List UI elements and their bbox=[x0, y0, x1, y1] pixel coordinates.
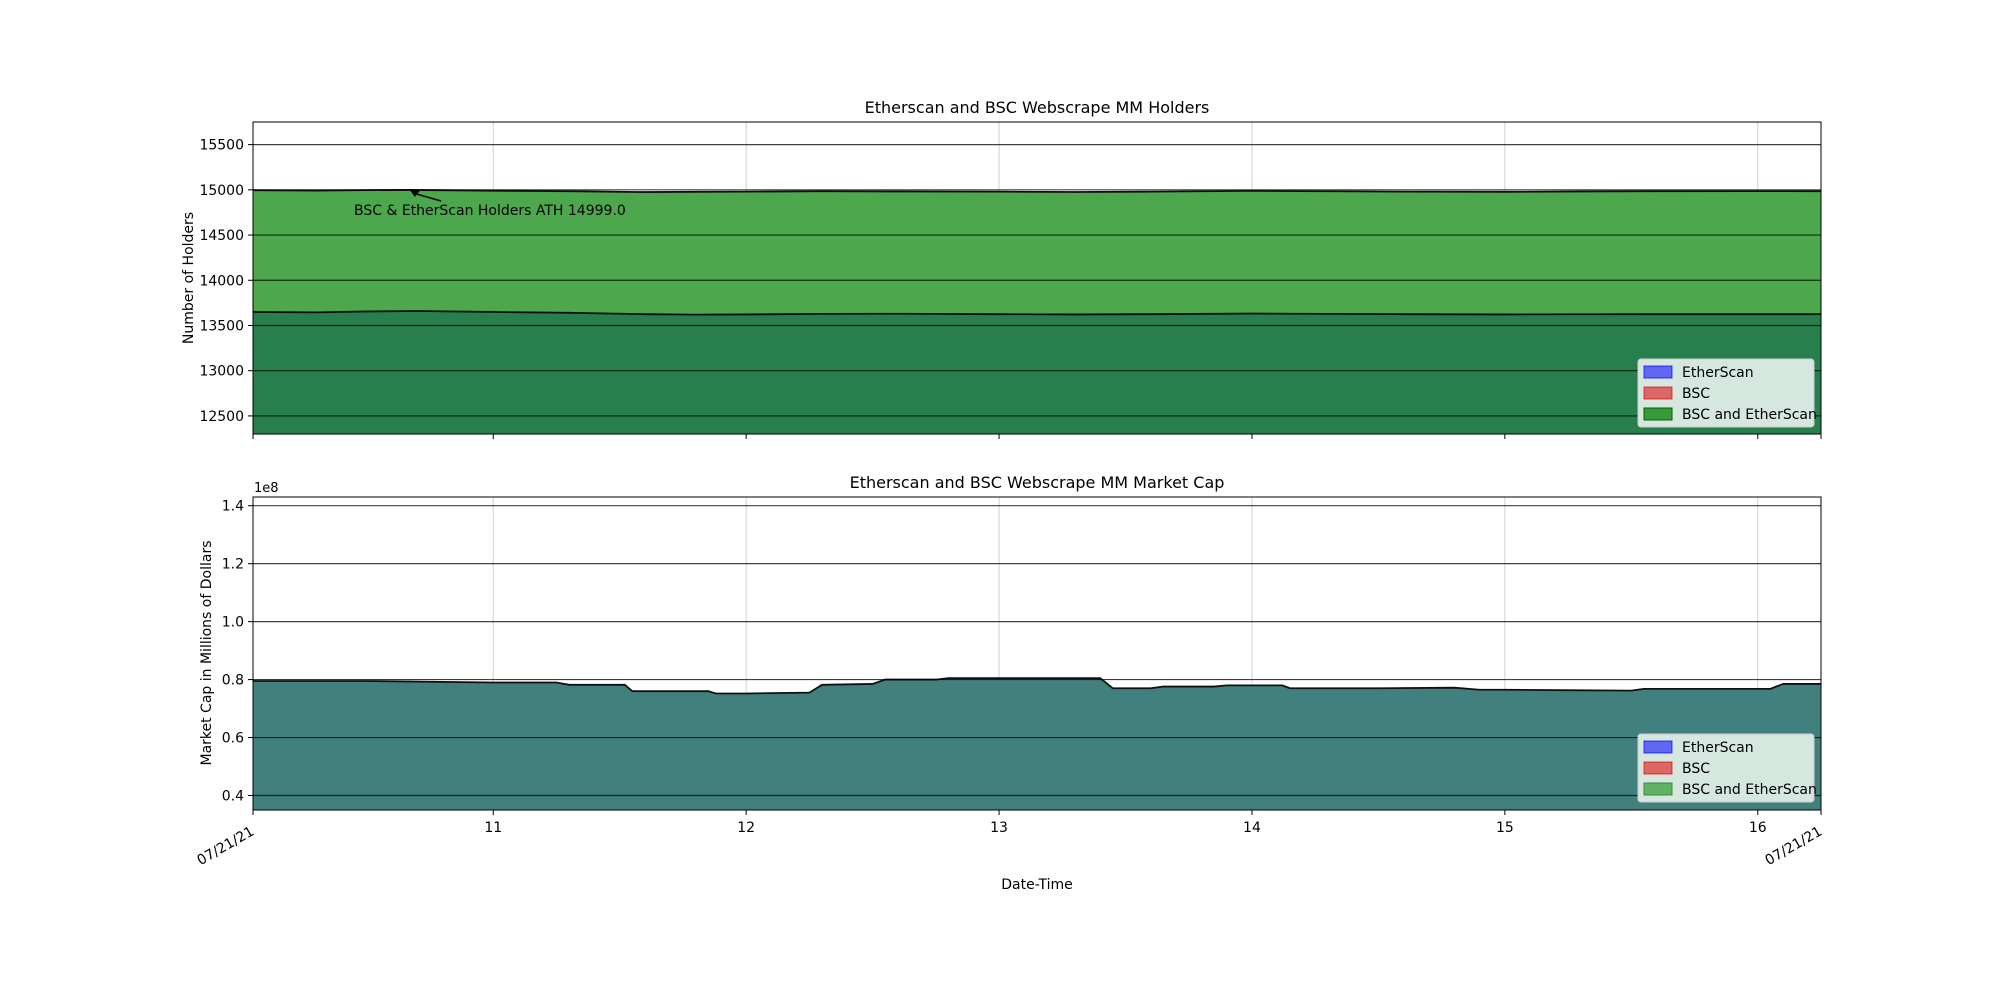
holders-y-ticks: 12500 13000 13500 14000 14500 15000 15500 bbox=[199, 138, 253, 425]
x-axis-label: Date-Time bbox=[1001, 877, 1073, 893]
holders-legend: EtherScan BSC BSC and EtherScan bbox=[1637, 358, 1817, 428]
legend-swatch-etherscan bbox=[1643, 365, 1673, 379]
marketcap-y-ticks: 0.4 0.6 0.8 1.0 1.2 1.4 bbox=[222, 499, 253, 805]
marketcap-chart: Etherscan and BSC Webscrape MM Market Ca… bbox=[195, 473, 1825, 893]
holders-plot-frame bbox=[252, 121, 1822, 435]
x-tick-label: 12 bbox=[737, 820, 755, 836]
y-tick-label: 15500 bbox=[199, 138, 244, 154]
legend-label-both: BSC and EtherScan bbox=[1682, 407, 1817, 423]
x-tick-label: 16 bbox=[1749, 820, 1767, 836]
y-tick-label: 1.2 bbox=[222, 557, 244, 573]
marketcap-offset-label: 1e8 bbox=[254, 481, 279, 496]
y-tick-label: 1.0 bbox=[222, 615, 244, 631]
annotation-arrow-head bbox=[409, 189, 420, 197]
y-tick-label: 0.6 bbox=[222, 731, 244, 747]
y-tick-label: 14000 bbox=[199, 273, 244, 289]
y-tick-label: 14500 bbox=[199, 228, 244, 244]
y-tick-label: 1.4 bbox=[222, 499, 244, 515]
series-line-bsc bbox=[252, 310, 1821, 316]
marketcap-chart-title: Etherscan and BSC Webscrape MM Market Ca… bbox=[850, 473, 1225, 492]
y-tick-label: 12500 bbox=[199, 409, 244, 425]
legend-label-bsc: BSC bbox=[1682, 761, 1710, 777]
holders-horizontal-gridlines bbox=[253, 144, 1821, 417]
y-tick-label: 0.4 bbox=[222, 789, 244, 805]
holders-chart-title: Etherscan and BSC Webscrape MM Holders bbox=[865, 98, 1210, 117]
marketcap-plot-frame bbox=[252, 496, 1822, 811]
x-tick-label-date: 07/21/21 bbox=[1763, 824, 1825, 869]
legend-swatch-bsc bbox=[1643, 761, 1673, 775]
legend-box bbox=[1637, 358, 1815, 428]
x-tick-label: 14 bbox=[1243, 820, 1261, 836]
y-tick-label: 13000 bbox=[199, 364, 244, 380]
x-tick-label: 11 bbox=[484, 820, 502, 836]
y-tick-label: 13500 bbox=[199, 318, 244, 334]
holders-ath-annotation: BSC & EtherScan Holders ATH 14999.0 bbox=[354, 189, 626, 219]
x-tick-label-date: 07/21/21 bbox=[195, 824, 257, 869]
legend-label-both: BSC and EtherScan bbox=[1682, 782, 1817, 798]
holders-y-axis-label: Number of Holders bbox=[181, 212, 197, 344]
holders-area-series bbox=[252, 189, 1822, 434]
legend-swatch-etherscan bbox=[1643, 740, 1673, 754]
legend-swatch-both bbox=[1643, 407, 1673, 421]
y-tick-label: 0.8 bbox=[222, 673, 244, 689]
area-bsc-and-etherscan bbox=[253, 678, 1821, 810]
marketcap-legend: EtherScan BSC BSC and EtherScan bbox=[1637, 733, 1817, 803]
holders-x-ticks bbox=[252, 434, 1822, 439]
legend-swatch-both bbox=[1643, 782, 1673, 796]
legend-box bbox=[1637, 733, 1815, 803]
y-tick-label: 15000 bbox=[199, 183, 244, 199]
annotation-arrow-line bbox=[412, 192, 442, 202]
series-line-bsc-and-etherscan bbox=[253, 677, 1821, 695]
holders-chart: Etherscan and BSC Webscrape MM Holders N… bbox=[181, 98, 1822, 439]
marketcap-area-series bbox=[253, 677, 1821, 810]
marketcap-y-axis-label: Market Cap in Millions of Dollars bbox=[199, 541, 215, 766]
legend-label-etherscan: EtherScan bbox=[1682, 740, 1754, 756]
legend-swatch-bsc bbox=[1643, 386, 1673, 400]
legend-label-bsc: BSC bbox=[1682, 386, 1710, 402]
marketcap-horizontal-gridlines bbox=[253, 505, 1821, 797]
annotation-text: BSC & EtherScan Holders ATH 14999.0 bbox=[354, 203, 626, 219]
area-bsc bbox=[253, 311, 1821, 434]
x-tick-label: 13 bbox=[990, 820, 1008, 836]
x-tick-label: 15 bbox=[1496, 820, 1514, 836]
legend-label-etherscan: EtherScan bbox=[1682, 365, 1754, 381]
